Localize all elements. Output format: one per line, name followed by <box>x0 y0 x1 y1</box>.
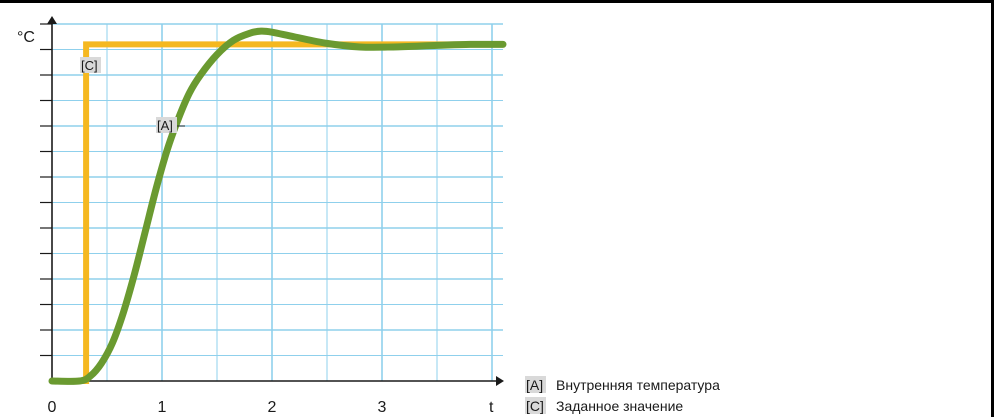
series-tag-internal-temperature: [A] <box>156 117 185 133</box>
x-axis-arrow <box>496 376 504 386</box>
y-axis-arrow <box>47 16 57 24</box>
x-tick-label: 3 <box>378 399 387 416</box>
x-axis-label: t <box>489 399 494 416</box>
x-tick-label: 2 <box>268 399 277 416</box>
legend-tag-internal-temperature: [A] <box>526 377 543 393</box>
axes <box>40 16 504 386</box>
legend-tag-setpoint: [C] <box>526 398 544 414</box>
x-tick-labels: 0 1 2 3 <box>48 399 387 416</box>
series-tag-setpoint-text: [C] <box>81 58 98 73</box>
legend-item-setpoint: [C] Заданное значение <box>525 397 683 414</box>
legend-label-internal-temperature: Внутренняя температура <box>556 377 720 393</box>
grid <box>52 23 503 381</box>
x-tick-label: 1 <box>158 399 167 416</box>
series-tag-setpoint: [C] <box>80 57 101 73</box>
series-tag-setpoint-background <box>80 57 101 73</box>
legend-item-internal-temperature: [A] Внутренняя температура <box>525 376 720 393</box>
legend-tag-background-setpoint <box>525 397 546 414</box>
y-axis-ticks <box>40 23 52 357</box>
series-tag-internal-temperature-text: [A] <box>157 118 173 133</box>
legend-tag-background-internal-temperature <box>525 376 546 393</box>
y-axis-label: °C <box>17 29 35 46</box>
series-line-internal-temperature <box>48 27 507 385</box>
x-tick-label: 0 <box>48 399 57 416</box>
legend-label-setpoint: Заданное значение <box>556 398 683 414</box>
legend: [A] Внутренняя температура [C] Заданное … <box>525 376 720 414</box>
series-layer <box>48 27 507 385</box>
series-tag-internal-temperature-background <box>156 117 177 133</box>
